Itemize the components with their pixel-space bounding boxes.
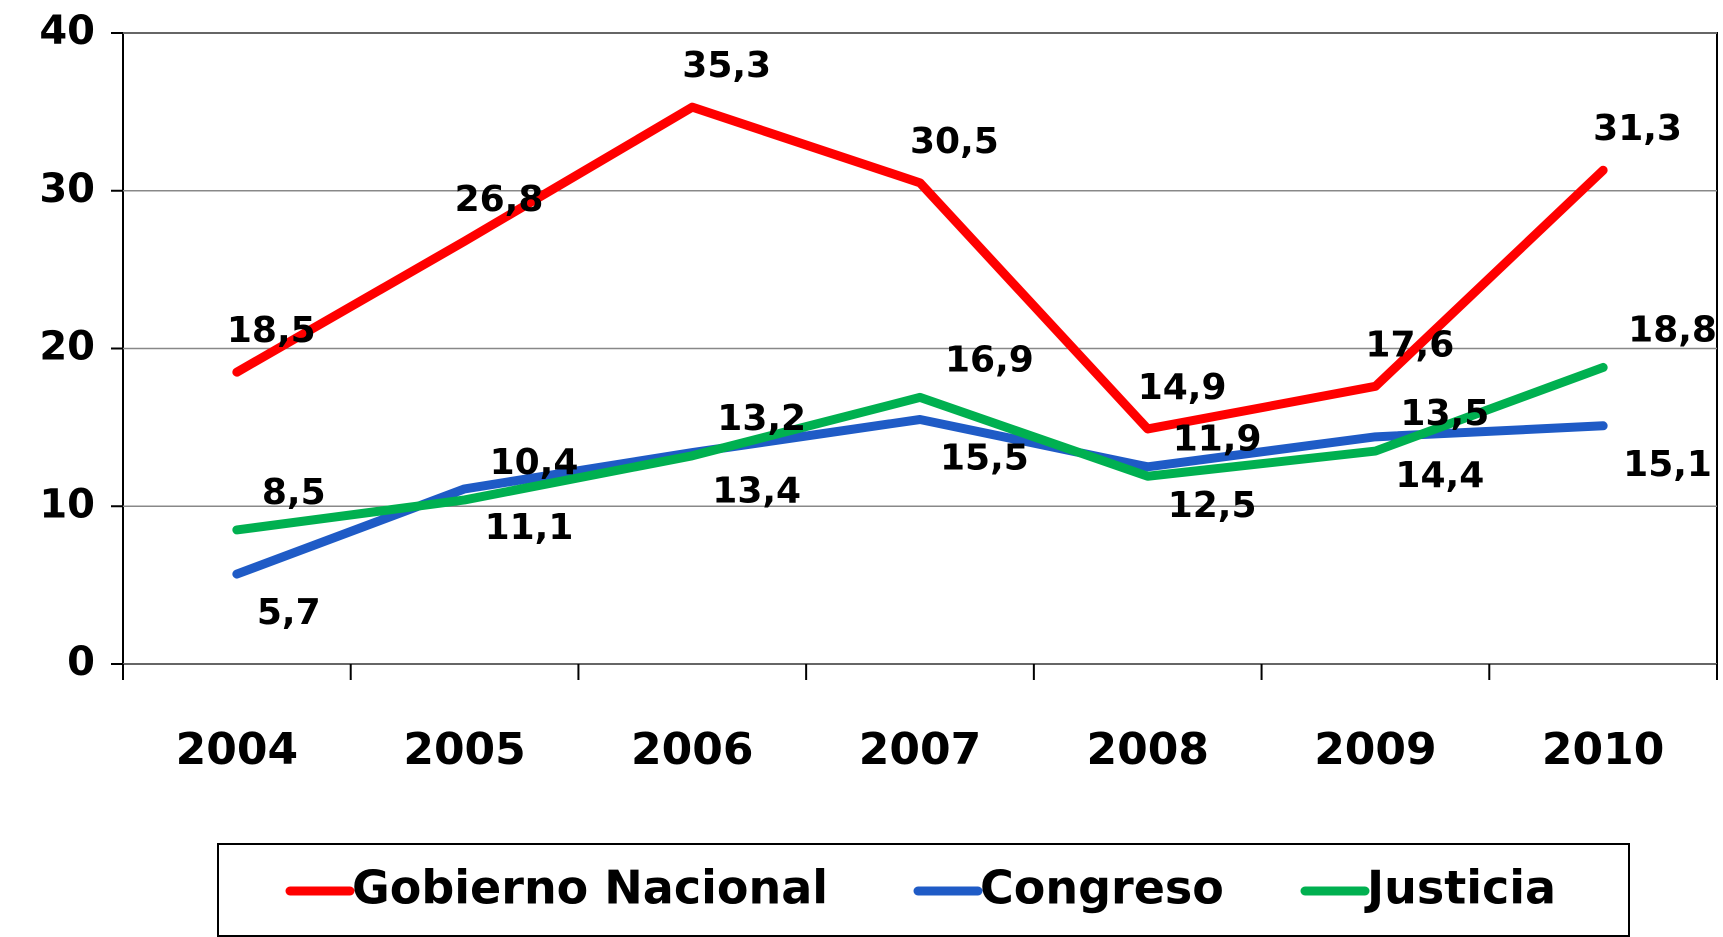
data-label: 8,5	[262, 472, 326, 513]
x-tick-label: 2004	[176, 724, 298, 775]
data-label: 18,8	[1628, 309, 1717, 350]
data-label: 17,6	[1365, 324, 1454, 365]
data-label: 16,9	[945, 339, 1034, 380]
data-label: 11,9	[1173, 418, 1262, 459]
data-label: 30,5	[910, 121, 999, 162]
data-label: 11,1	[485, 507, 574, 548]
y-tick-label: 20	[39, 324, 95, 370]
legend-label: Congreso	[980, 861, 1224, 915]
data-label: 14,4	[1395, 455, 1484, 496]
y-tick-label: 0	[67, 639, 95, 685]
data-label: 13,5	[1400, 393, 1489, 434]
x-tick-label: 2008	[1086, 724, 1208, 775]
series-line	[232, 102, 1608, 434]
data-label: 14,9	[1138, 367, 1227, 408]
x-tick-label: 2005	[403, 724, 525, 775]
x-tick-label: 2010	[1542, 724, 1664, 775]
data-label: 15,5	[940, 437, 1029, 478]
x-tick-label: 2006	[631, 724, 753, 775]
data-label: 10,4	[490, 442, 579, 483]
y-tick-label: 30	[39, 166, 95, 212]
legend-label: Justicia	[1364, 861, 1556, 915]
legend-label: Gobierno Nacional	[352, 861, 828, 915]
x-tick-label: 2007	[859, 724, 981, 775]
y-tick-label: 10	[39, 481, 95, 527]
data-label: 15,1	[1623, 444, 1712, 485]
data-label: 35,3	[682, 45, 771, 86]
series-line	[232, 362, 1608, 535]
series-line	[232, 414, 1608, 579]
data-label: 31,3	[1593, 108, 1682, 149]
x-tick-label: 2009	[1314, 724, 1436, 775]
y-tick-label: 40	[39, 8, 95, 54]
data-label: 26,8	[455, 179, 544, 220]
data-label: 13,4	[712, 471, 801, 512]
data-label: 12,5	[1168, 485, 1257, 526]
data-label: 13,2	[717, 398, 806, 439]
data-label: 18,5	[227, 310, 316, 351]
data-label: 5,7	[257, 592, 321, 633]
